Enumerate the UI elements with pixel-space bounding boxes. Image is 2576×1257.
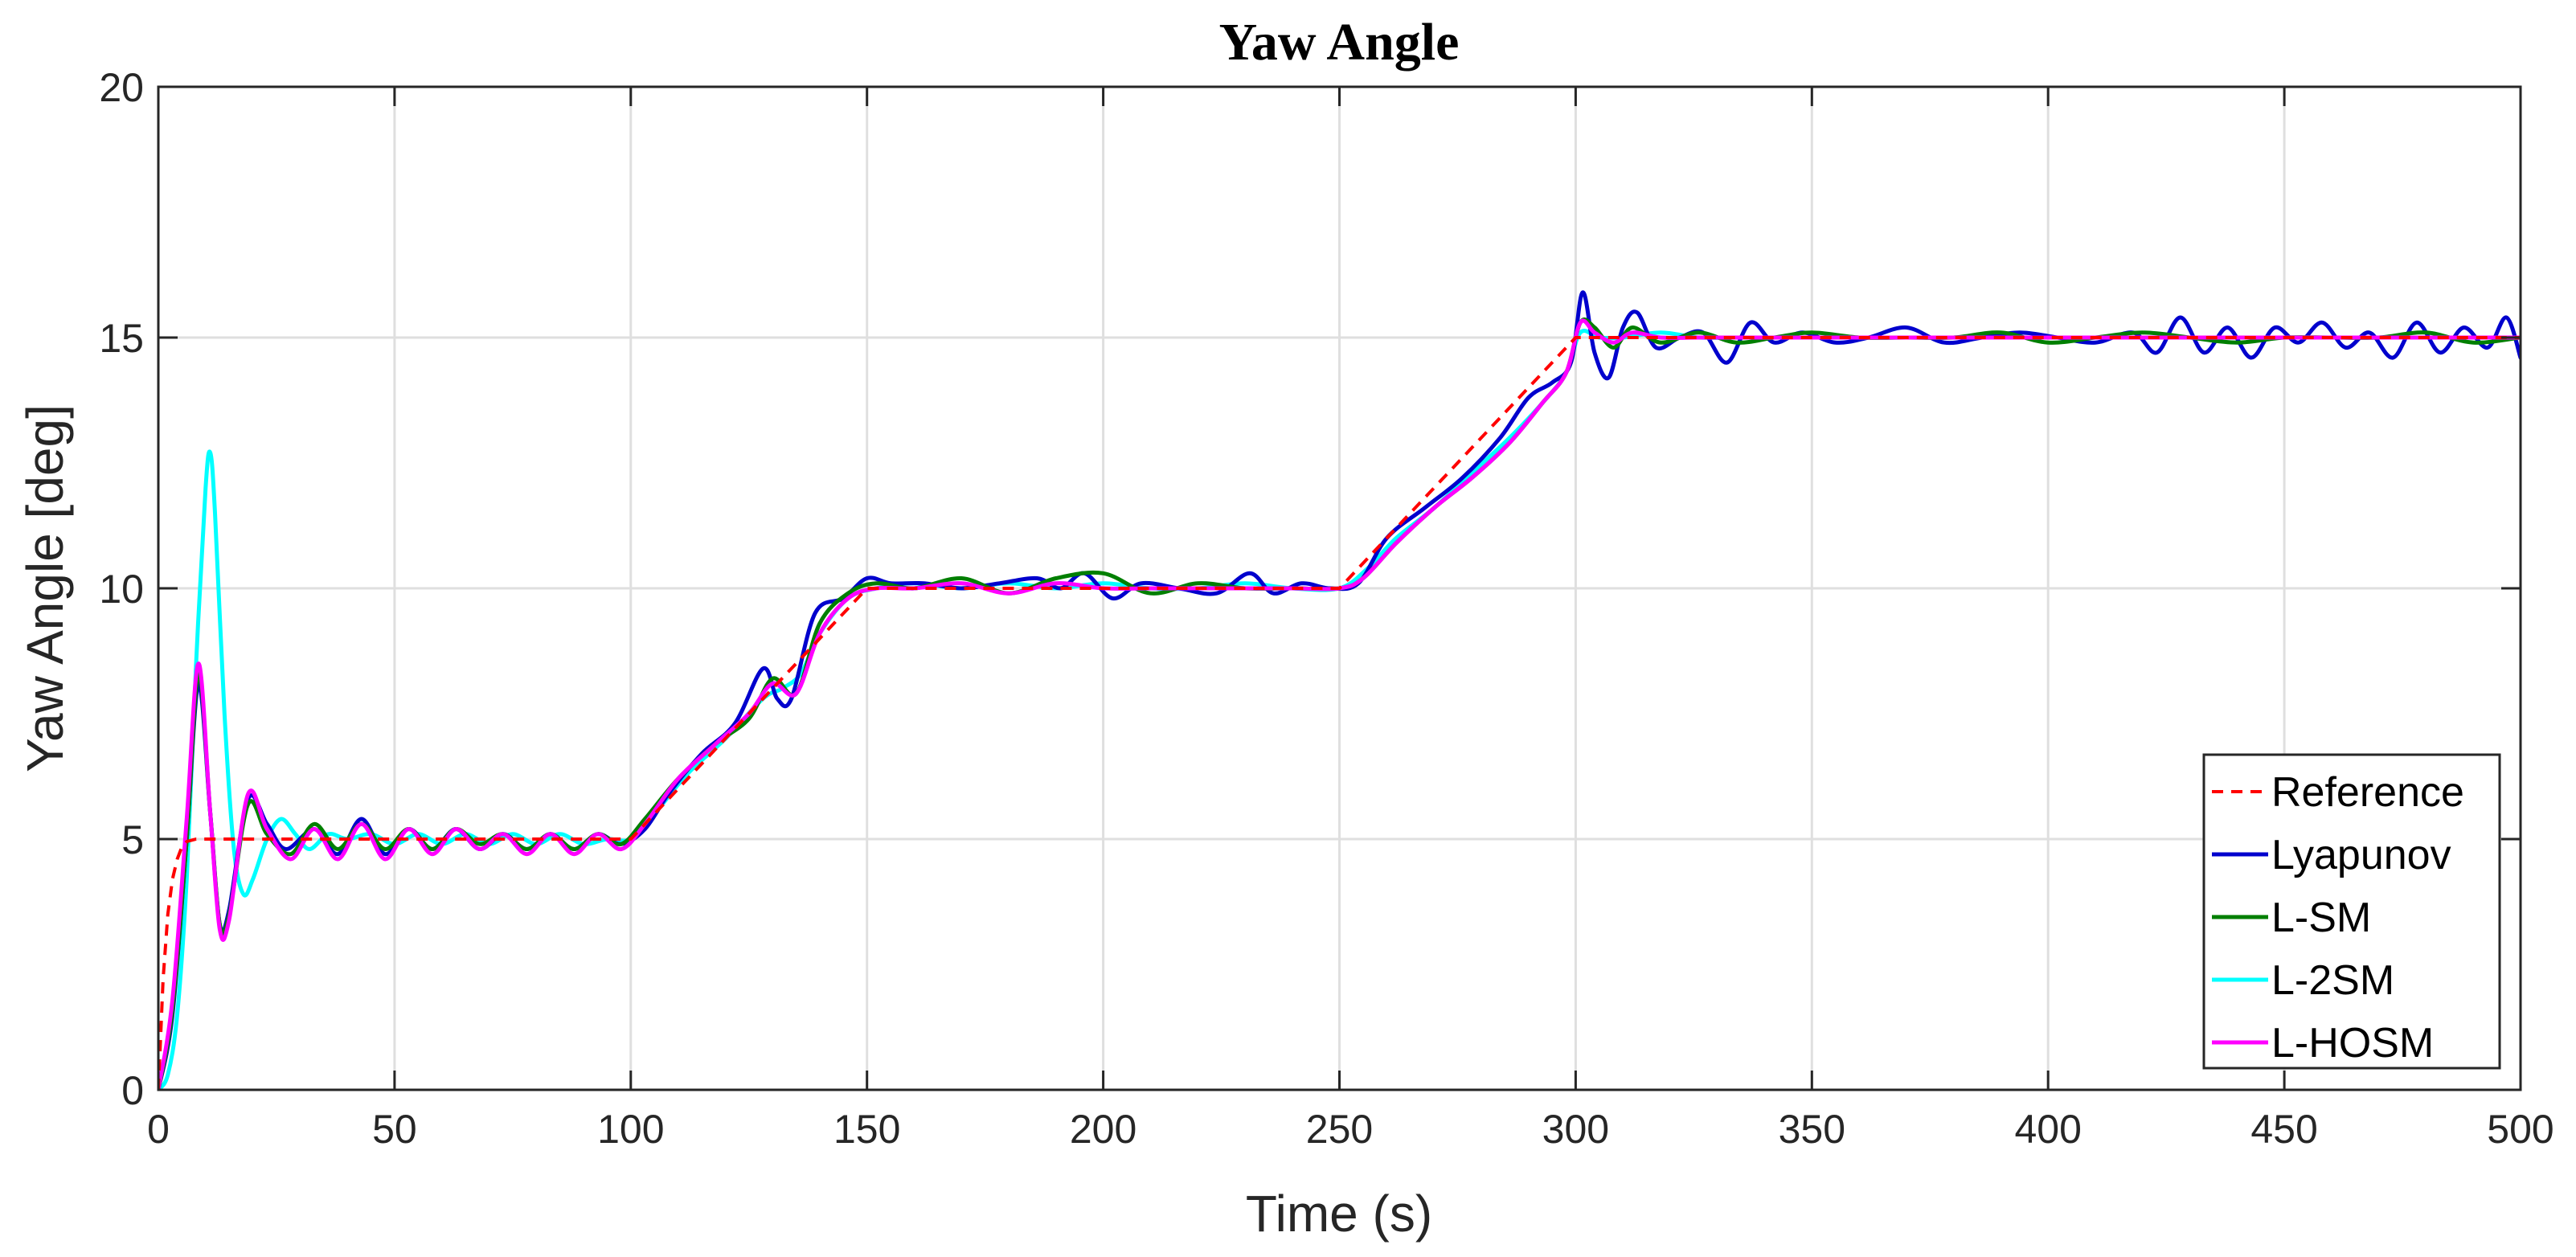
x-tick-label: 500 xyxy=(2487,1107,2553,1152)
legend-label: Reference xyxy=(2271,769,2464,816)
y-tick-label: 20 xyxy=(99,65,144,110)
x-tick-label: 300 xyxy=(1542,1107,1609,1152)
legend-label: L-2SM xyxy=(2271,957,2394,1004)
legend-label: L-SM xyxy=(2271,895,2371,941)
y-tick-label: 0 xyxy=(121,1068,144,1113)
legend-box xyxy=(2202,753,2501,1070)
x-axis-label: Time (s) xyxy=(1246,1185,1432,1243)
axis-ticks: 0 50 100 150 200 250 300 350 400 450 500 0 5 10 15 20 xyxy=(99,65,2553,1152)
x-tick-label: 350 xyxy=(1779,1107,1845,1152)
x-tick-label: 450 xyxy=(2250,1107,2317,1152)
series-lines xyxy=(158,290,2521,1090)
y-tick-label: 15 xyxy=(99,316,144,361)
legend-label: Lyapunov xyxy=(2271,832,2451,878)
y-tick-label: 10 xyxy=(99,567,144,612)
legend-label: L-HOSM xyxy=(2271,1020,2434,1067)
x-tick-label: 0 xyxy=(147,1107,170,1152)
x-tick-label: 50 xyxy=(372,1107,417,1152)
y-tick-label: 5 xyxy=(121,817,144,862)
x-tick-label: 150 xyxy=(833,1107,900,1152)
x-tick-label: 100 xyxy=(597,1107,664,1152)
legend: Reference Lyapunov L-SM L-2SM L-HOSM xyxy=(2202,753,2501,1070)
x-tick-label: 250 xyxy=(1306,1107,1373,1152)
chart-title: Yaw Angle xyxy=(1219,13,1460,72)
series-line-reference xyxy=(158,336,2521,1090)
x-tick-label: 400 xyxy=(2014,1107,2081,1152)
y-axis-label: Yaw Angle [deg] xyxy=(16,404,74,772)
x-tick-label: 200 xyxy=(1070,1107,1136,1152)
